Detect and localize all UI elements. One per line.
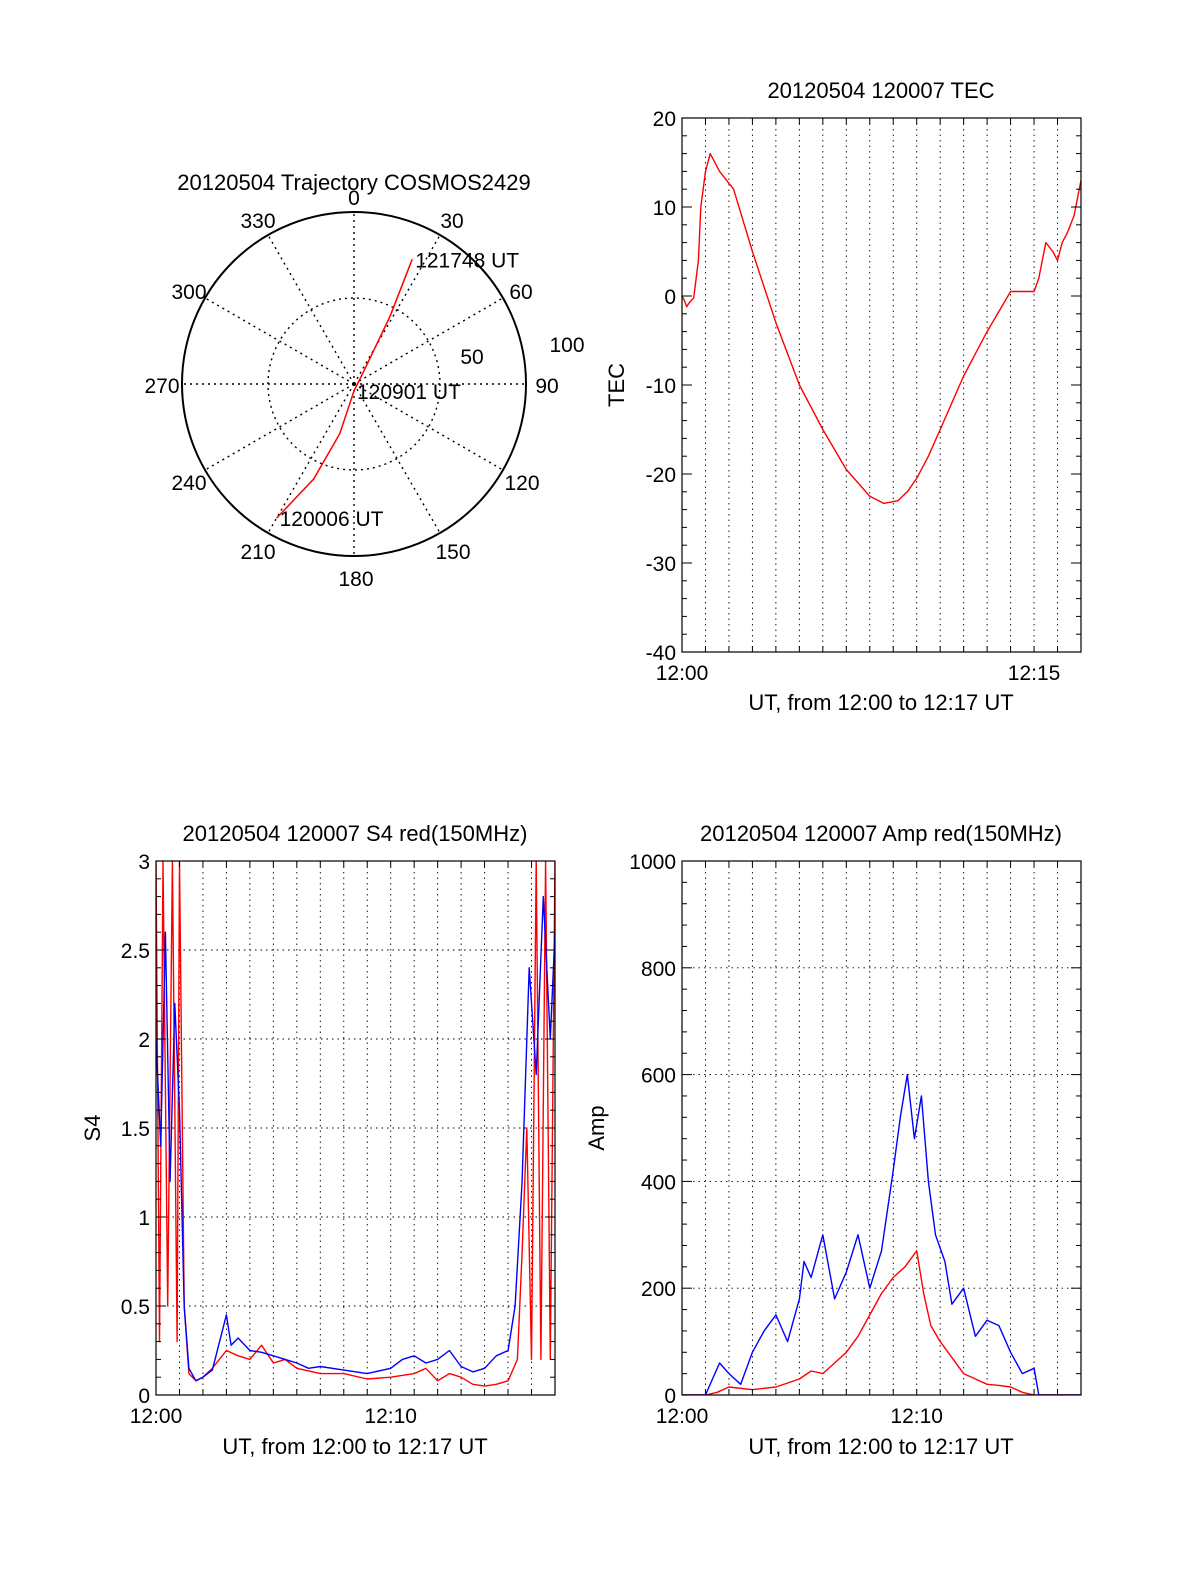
polar-spoke-60 xyxy=(353,297,504,385)
polar-angle-label-330: 330 xyxy=(240,210,275,233)
polar-angle-label-240: 240 xyxy=(171,472,206,495)
amp-series-group xyxy=(682,1073,1081,1395)
trajectory-panel: 20120504 Trajectory COSMOS2429 0 30 60 90 12… xyxy=(144,170,584,591)
polar-spoke-240 xyxy=(204,383,355,471)
polar-spoke-300 xyxy=(204,297,355,385)
polar-grid xyxy=(182,212,526,556)
polar-outer-ring xyxy=(181,211,527,557)
s4-plot-area: 3 2.5 2 1.5 1 0.5 012:00 12:10 xyxy=(121,851,556,1428)
amp-xtick-label: 12:10 xyxy=(890,1405,943,1428)
polar-angle-label-300: 300 xyxy=(171,281,206,304)
tec-ytick-label: -20 xyxy=(646,464,676,487)
polar-angle-label-60: 60 xyxy=(509,281,532,304)
tec-ytick-label: 20 xyxy=(653,108,676,131)
polar-ring-50 xyxy=(267,297,441,471)
polar-spoke-150 xyxy=(353,383,441,534)
amp-ytick-label: 1000 xyxy=(629,851,676,874)
tec-xtick-label: 12:15 xyxy=(1008,662,1061,685)
amp-ytick-label: 0 xyxy=(664,1385,676,1408)
s4-ytick-label: 1 xyxy=(138,1207,150,1230)
polar-spoke-120 xyxy=(353,383,504,471)
s4-ylabel: S4 xyxy=(80,1115,105,1142)
polar-angle-label-180: 180 xyxy=(338,568,373,591)
tec-title: 20120504 120007 TEC xyxy=(767,78,994,103)
amp-xlabel: UT, from 12:00 to 12:17 UT xyxy=(748,1434,1013,1459)
s4-series-line-1 xyxy=(156,895,555,1382)
amp-xtick-label: 12:00 xyxy=(656,1405,709,1428)
amp-ytick-label: 200 xyxy=(641,1278,676,1301)
polar-angle-label-0: 0 xyxy=(348,187,360,210)
amp-series-line-0 xyxy=(682,1250,1081,1395)
trajectory-point-labels: 120006 UT 120901 UT 121748 UT xyxy=(280,249,520,531)
tec-ytick-label: 10 xyxy=(653,197,676,220)
tec-series-line-0 xyxy=(682,152,1081,505)
polar-spoke-210 xyxy=(267,383,355,534)
polar-angle-label-120: 120 xyxy=(504,472,539,495)
trajectory-time-label: 121748 UT xyxy=(415,249,519,272)
s4-xlabel: UT, from 12:00 to 12:17 UT xyxy=(222,1434,487,1459)
tec-series-group xyxy=(682,152,1081,505)
tec-xlabel: UT, from 12:00 to 12:17 UT xyxy=(748,690,1013,715)
polar-angle-label-270: 270 xyxy=(144,375,179,398)
trajectory-series xyxy=(276,259,413,519)
amp-axes-frame xyxy=(681,860,1082,1396)
amp-plot-area: 1000 800 600 400 200 012:00 12:10 xyxy=(629,851,1082,1428)
polar-angle-label-30: 30 xyxy=(440,210,463,233)
tec-ytick-label: 0 xyxy=(664,286,676,309)
polar-radial-label-50: 50 xyxy=(460,346,483,369)
polar-spoke-330 xyxy=(267,234,355,385)
s4-ytick-label: 3 xyxy=(138,851,150,874)
polar-spoke-30 xyxy=(353,234,441,385)
s4-ytick-label: 1.5 xyxy=(121,1118,150,1141)
polar-angle-label-90: 90 xyxy=(535,375,558,398)
amp-title: 20120504 120007 Amp red(150MHz) xyxy=(700,821,1062,846)
tec-xtick-label: 12:00 xyxy=(656,662,709,685)
amp-ytick-label: 600 xyxy=(641,1065,676,1088)
tec-ytick-label: -10 xyxy=(646,375,676,398)
tec-panel: 20120504 120007 TEC 20100-10-20-30-4012:… xyxy=(604,78,1082,715)
s4-xtick-label: 12:10 xyxy=(364,1405,417,1428)
trajectory-title: 20120504 Trajectory COSMOS2429 xyxy=(177,170,530,195)
s4-ytick-label: 2.5 xyxy=(121,940,150,963)
trajectory-time-label: 120901 UT xyxy=(357,381,461,404)
polar-angle-label-210: 210 xyxy=(240,541,275,564)
amp-ylabel: Amp xyxy=(584,1105,609,1150)
s4-ytick-label: 0.5 xyxy=(121,1296,150,1319)
tec-ytick-label: -30 xyxy=(646,553,676,576)
s4-series-group xyxy=(156,861,555,1387)
trajectory-line xyxy=(276,259,413,519)
amp-ytick-label: 400 xyxy=(641,1171,676,1194)
trajectory-time-label: 120006 UT xyxy=(280,508,384,531)
s4-xtick-label: 12:00 xyxy=(130,1405,183,1428)
s4-panel: 20120504 120007 S4 red(150MHz) 3 2.5 2 1.5 1… xyxy=(80,821,556,1459)
tec-ytick-label: -40 xyxy=(646,642,676,665)
s4-ytick-label: 2 xyxy=(138,1029,150,1052)
amp-panel: 20120504 120007 Amp red(150MHz) 1000 800 6… xyxy=(584,821,1082,1459)
s4-title: 20120504 120007 S4 red(150MHz) xyxy=(183,821,528,846)
amp-ytick-label: 800 xyxy=(641,958,676,981)
s4-ytick-label: 0 xyxy=(138,1385,150,1408)
amp-series-line-1 xyxy=(682,1073,1081,1395)
polar-radial-label-100: 100 xyxy=(549,334,584,357)
tec-ylabel: TEC xyxy=(604,363,629,407)
polar-angle-label-150: 150 xyxy=(435,541,470,564)
s4-series-line-0 xyxy=(156,861,555,1387)
polar-angle-labels: 0 30 60 90 120 150 180 210 240 270 300 330 xyxy=(144,187,558,591)
